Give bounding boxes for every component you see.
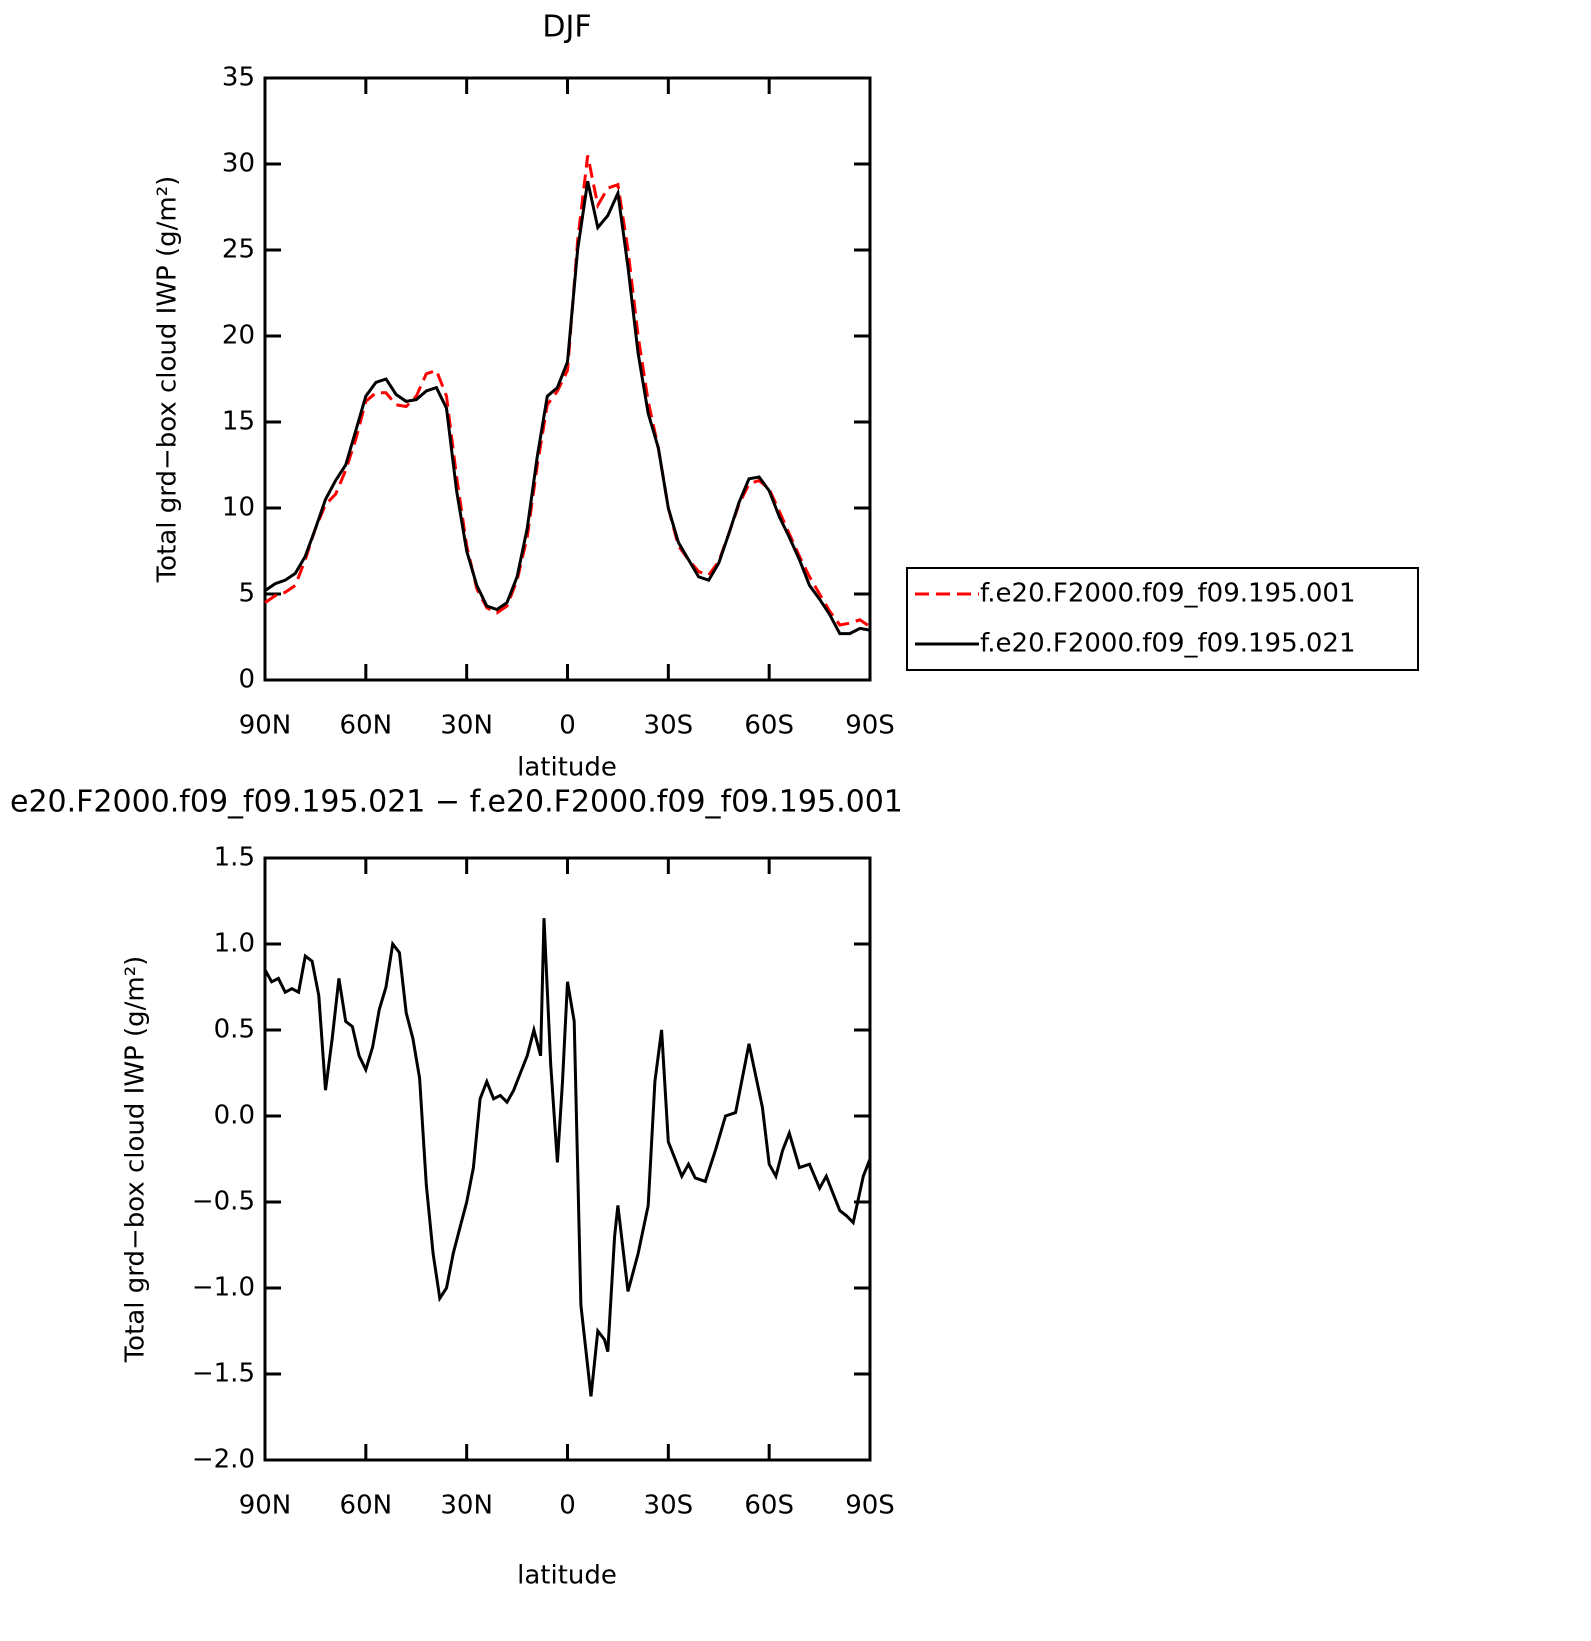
x-tick-label: 60N [340,711,393,741]
y-axis-label: Total grd−box cloud IWP (g/m²) [153,176,183,584]
y-tick-label: −1.5 [192,1359,255,1389]
x-tick-label: 30S [644,1491,694,1521]
y-tick-label: −0.5 [192,1187,255,1217]
x-tick-label: 60N [340,1491,393,1521]
legend-label: f.e20.F2000.f09_f09.195.001 [980,579,1356,609]
data-line [263,918,872,1397]
x-tick-label: 0 [559,711,576,741]
y-tick-label: 30 [222,149,255,179]
legend-box [906,567,1419,671]
legend-label: f.e20.F2000.f09_f09.195.021 [980,629,1356,659]
y-tick-label: 25 [222,235,255,265]
x-axis-label: latitude [517,1561,617,1591]
y-tick-label: 0.5 [214,1015,255,1045]
data-line [264,155,871,628]
y-tick-label: 15 [222,407,255,437]
y-tick-label: 20 [222,321,255,351]
chart-title: DJF [542,10,591,45]
x-tick-label: 60S [744,711,794,741]
x-tick-label: 0 [559,1491,576,1521]
y-tick-label: −1.0 [192,1273,255,1303]
data-line [264,180,871,636]
x-tick-label: 30N [440,1491,493,1521]
y-tick-label: 0 [238,665,255,695]
y-tick-label: 1.5 [214,843,255,873]
plot-frame [263,76,872,682]
y-axis-label: Total grd−box cloud IWP (g/m²) [121,956,151,1364]
y-tick-label: 5 [238,579,255,609]
y-tick-label: 0.0 [214,1101,255,1131]
y-tick-label: 35 [222,63,255,93]
x-tick-label: 30N [440,711,493,741]
x-tick-label: 60S [744,1491,794,1521]
x-tick-label: 90N [239,1491,292,1521]
x-tick-label: 30S [644,711,694,741]
y-tick-label: 1.0 [214,929,255,959]
y-tick-label: 10 [222,493,255,523]
y-tick-label: −2.0 [192,1445,255,1475]
x-tick-label: 90S [845,711,895,741]
x-axis-label: latitude [517,753,617,783]
x-tick-label: 90N [239,711,292,741]
x-tick-label: 90S [845,1491,895,1521]
chart-title: e20.F2000.f09_f09.195.021 − f.e20.F2000.… [10,785,903,820]
